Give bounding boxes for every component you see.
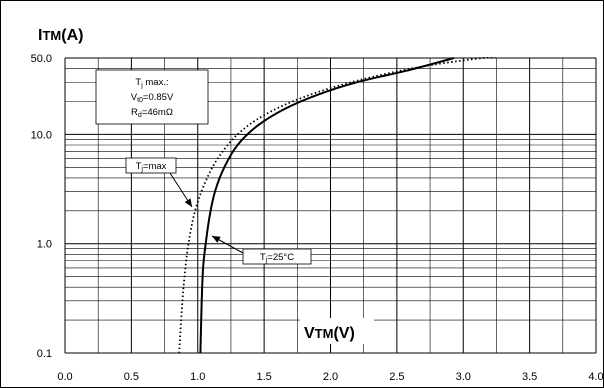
series-line-tjmax xyxy=(178,57,497,353)
y-tick-label: 1.0 xyxy=(37,239,52,251)
x-tick-label: 2.5 xyxy=(389,371,404,383)
x-tick-label: 2.0 xyxy=(323,371,338,383)
y-tick-label: 10.0 xyxy=(31,129,52,141)
series-line-tj25 xyxy=(199,57,455,353)
annotation-tjmax-arrowhead xyxy=(184,198,192,207)
params-line-tj: Tj max.: xyxy=(135,77,168,89)
annotation-tjmax-text: Tj=max xyxy=(136,161,167,173)
x-tick-label: 0.5 xyxy=(124,371,139,383)
annotation-tj25: Tj=25°C xyxy=(211,235,312,265)
x-tick-label: 1.5 xyxy=(256,371,271,383)
x-tick-label: 1.0 xyxy=(190,371,205,383)
y-axis-title: ITM(A) xyxy=(38,27,83,44)
params-line-vt0: Vt0=0.85V xyxy=(131,92,174,104)
x-tick-label: 3.0 xyxy=(456,371,471,383)
y-tick-label: 50.0 xyxy=(31,53,52,65)
x-tick-label: 3.5 xyxy=(522,371,537,383)
annotation-tj25-text: Tj=25°C xyxy=(260,252,294,264)
x-tick-label: 0.0 xyxy=(57,371,72,383)
y-tick-labels: 0.1 1.0 10.0 50.0 xyxy=(31,53,52,360)
x-axis-title: VTM(V) xyxy=(304,325,355,342)
params-line-rd: Rd=46mΩ xyxy=(131,107,173,119)
params-box: Tj max.: Vt0=0.85V Rd=46mΩ xyxy=(95,69,209,125)
x-axis-title-bg xyxy=(300,318,374,344)
annotation-tj25-arrowhead xyxy=(212,236,221,243)
annotation-tjmax: Tj=max xyxy=(125,157,193,208)
x-tick-label: 4.0 xyxy=(588,371,603,383)
x-tick-labels: 0.0 0.5 1.0 1.5 2.0 2.5 3.0 3.5 4.0 xyxy=(57,371,603,383)
y-tick-label: 0.1 xyxy=(37,348,52,360)
